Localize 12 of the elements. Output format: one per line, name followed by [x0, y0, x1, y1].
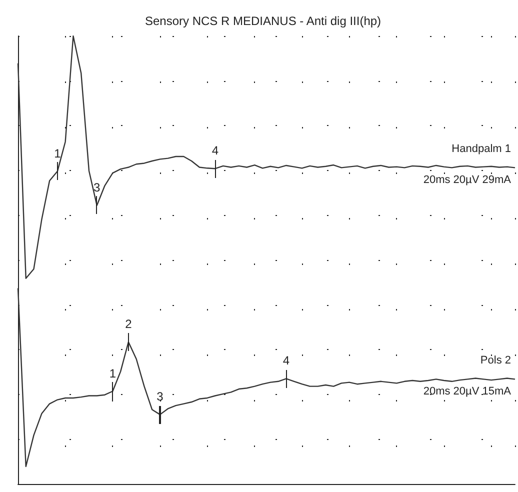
series-label: Handpalm 1 — [452, 143, 511, 156]
chart-title: Sensory NCS R MEDIANUS - Anti dig III(hp) — [144, 14, 382, 28]
series-label: Pols 2 — [480, 354, 511, 367]
annotation: 4 — [282, 354, 290, 368]
annotation: 3 — [156, 390, 164, 404]
annotation: 20ms 20µV 15mA — [423, 386, 512, 398]
annotation: 20ms 20µV 29mA — [423, 174, 512, 186]
annotation: 1 — [109, 366, 116, 380]
annotation: 2 — [125, 316, 132, 331]
annotation: 1 — [54, 146, 62, 160]
annotation: 3 — [94, 180, 101, 194]
annotation: 4 — [212, 144, 219, 158]
